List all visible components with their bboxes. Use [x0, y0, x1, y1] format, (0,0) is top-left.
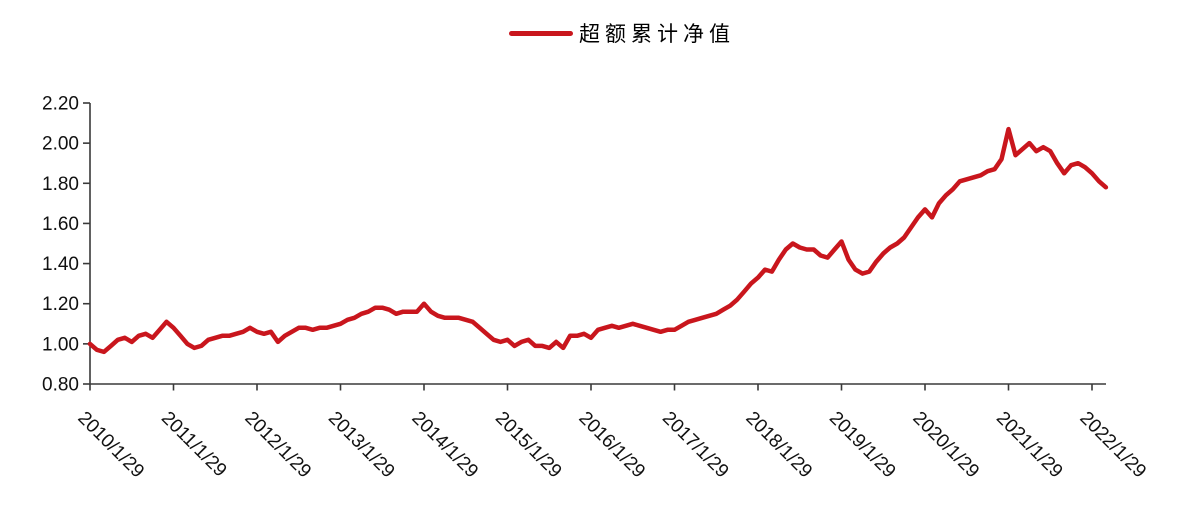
x-tick-label: 2022/1/29: [1075, 408, 1150, 483]
y-tick-label: 1.40: [42, 254, 79, 275]
x-tick-label: 2015/1/29: [491, 408, 566, 483]
y-tick-label: 2.20: [42, 94, 79, 115]
x-tick-label: 2017/1/29: [658, 408, 733, 483]
x-tick-label: 2014/1/29: [407, 408, 482, 483]
x-tick-label: 2018/1/29: [741, 408, 816, 483]
y-tick-label: 2.00: [42, 134, 79, 155]
y-tick-label: 1.60: [42, 214, 79, 235]
x-tick-label: 2021/1/29: [992, 408, 1067, 483]
series-line: [87, 126, 1109, 355]
x-tick-label: 2013/1/29: [324, 408, 399, 483]
y-tick-label: 1.80: [42, 174, 79, 195]
x-tick-label: 2019/1/29: [825, 408, 900, 483]
y-tick-label: 1.20: [42, 294, 79, 315]
y-tick-label: 0.80: [42, 375, 79, 396]
axis-line: [89, 103, 1106, 385]
x-tick-label: 2012/1/29: [240, 408, 315, 483]
x-tick-label: 2020/1/29: [908, 408, 983, 483]
y-tick-label: 1.00: [42, 334, 79, 355]
x-tick-label: 2010/1/29: [73, 408, 148, 483]
x-tick-label: 2016/1/29: [574, 408, 649, 483]
x-tick-label: 2011/1/29: [157, 408, 231, 482]
